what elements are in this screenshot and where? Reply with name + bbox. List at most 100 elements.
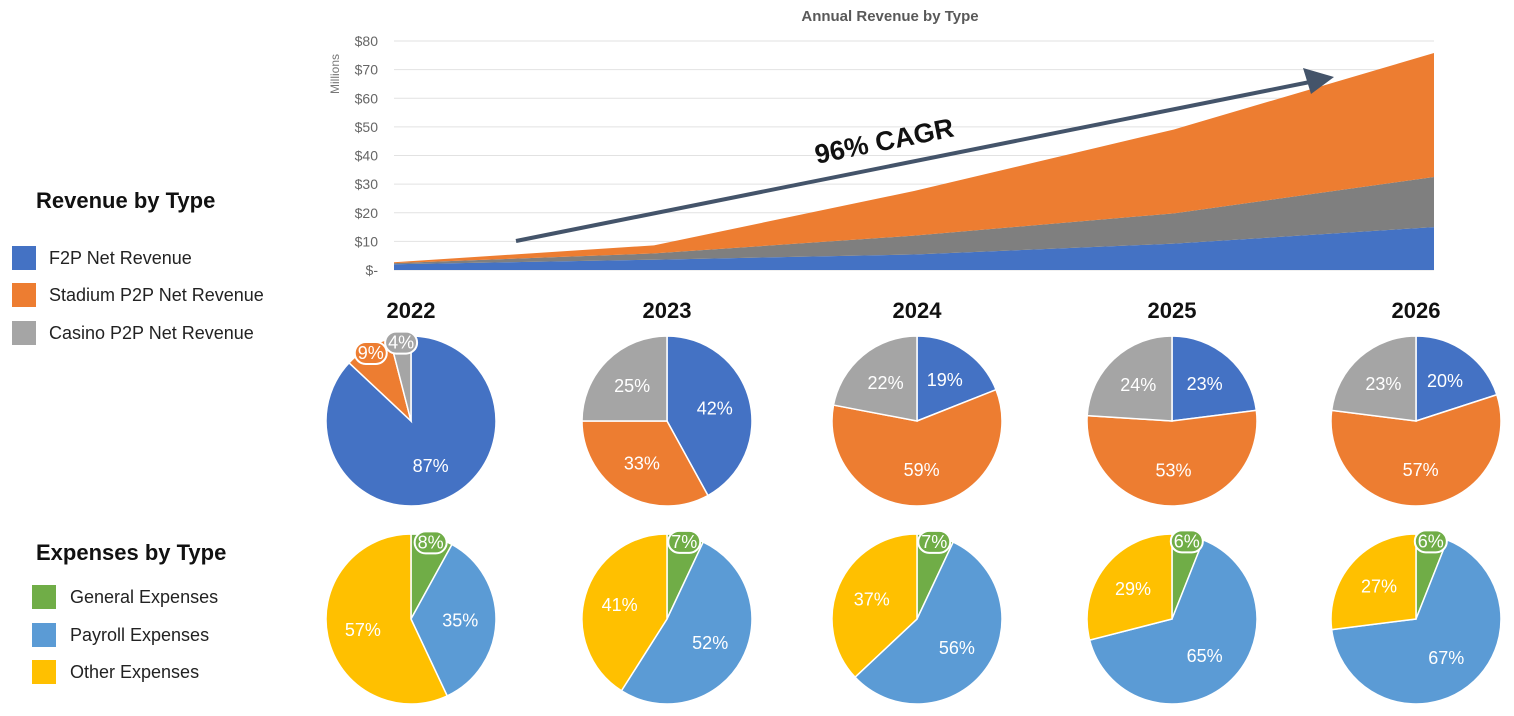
y-axis: $- $10 $20 $30 $40 $50 $60 $70 $80: [355, 33, 1434, 278]
pie-label-badge: [917, 529, 952, 554]
pie-slice: [666, 335, 753, 497]
expense-pie-2023: 7% 52% 41%: [581, 529, 753, 705]
pie-slice-label: 8%: [418, 532, 444, 552]
legend-label-general: General Expenses: [70, 586, 219, 607]
pie-slice: [853, 541, 1003, 705]
pie-slice-label: 23%: [1187, 374, 1223, 394]
area-chart-title: Annual Revenue by Type: [801, 8, 978, 25]
pie-slice-label: 20%: [1427, 371, 1463, 391]
pie-slice: [1415, 335, 1498, 423]
year-label: 2022: [387, 298, 436, 323]
pie-label-badge: [1413, 529, 1448, 554]
expense-pie-2025: 6% 65% 29%: [1086, 529, 1258, 705]
pie-slice-label: 37%: [854, 589, 890, 609]
y-tick-label: $40: [355, 148, 379, 164]
pie-slice-label: 6%: [1174, 531, 1200, 551]
pie-slice-label: 35%: [442, 611, 478, 631]
pie-slice: [581, 533, 668, 692]
cagr-annotation: 96% CAGR: [812, 113, 956, 170]
expense-pie-2026: 6% 67% 27%: [1330, 529, 1502, 705]
y-tick-label: $80: [355, 33, 379, 49]
pie-label-badge: [353, 340, 388, 365]
pie-slice-label: 53%: [1156, 460, 1192, 480]
pie-slice: [1088, 538, 1258, 705]
pie-slice-label: 24%: [1120, 375, 1156, 395]
year-label: 2023: [643, 298, 692, 323]
pie-slice-label: 57%: [345, 620, 381, 640]
revenue-pie-2026: 20% 57% 23%: [1330, 335, 1502, 507]
pie-slice-label: 23%: [1365, 374, 1401, 394]
pie-slice: [1086, 409, 1258, 507]
revenue-pie-2024: 19% 59% 22%: [831, 335, 1003, 507]
pie-slice: [831, 533, 918, 679]
legend-swatch-general: [32, 585, 56, 609]
legend-label-f2p: F2P Net Revenue: [49, 247, 192, 268]
year-label: 2024: [893, 298, 943, 323]
pie-slice-label: 29%: [1115, 579, 1151, 599]
pie-slice-label: 4%: [388, 333, 414, 353]
pie-label-badge: [413, 530, 448, 555]
legend-item-f2p: F2P Net Revenue: [12, 244, 192, 272]
pie-slice-label: 65%: [1187, 646, 1223, 666]
pie-slice-label: 7%: [921, 532, 947, 552]
pie-slice-label: 19%: [927, 370, 963, 390]
cagr-arrowhead: [1303, 68, 1334, 94]
pie-slice-label: 27%: [1361, 576, 1397, 596]
pie-slice-label: 57%: [1403, 460, 1439, 480]
pie-slice-label: 9%: [358, 343, 384, 363]
legend-item-casino: Casino P2P Net Revenue: [12, 319, 254, 347]
legend-swatch-payroll: [32, 623, 56, 647]
legend-label-casino: Casino P2P Net Revenue: [49, 322, 254, 343]
pie-label-badge: [1169, 529, 1204, 554]
y-tick-label: $20: [355, 205, 379, 221]
pie-slice: [410, 543, 497, 697]
pie-slice: [325, 533, 449, 705]
pie-slice: [1330, 393, 1502, 507]
legend-label-payroll: Payroll Expenses: [70, 624, 210, 645]
legend-item-payroll: Payroll Expenses: [12, 621, 209, 649]
legend-swatch-f2p: [12, 246, 36, 270]
pie-slice: [831, 388, 1003, 507]
pie-slice-label: 22%: [868, 373, 904, 393]
pie-slice: [581, 420, 709, 507]
revenue-pie-2025: 23% 53% 24%: [1086, 335, 1258, 507]
legend-swatch-stadium: [12, 283, 36, 307]
pie-slice: [1330, 335, 1417, 422]
cagr-arrow-line: [515, 80, 1311, 243]
pie-slice-label: 42%: [697, 399, 733, 419]
y-axis-label: Millions: [328, 54, 342, 94]
pie-slice-label: 6%: [1418, 531, 1444, 551]
revenue-pie-2022: 87% 9%4%: [325, 330, 497, 507]
y-tick-label: $10: [355, 233, 379, 249]
pie-slice: [620, 541, 753, 705]
area-series-0: [394, 227, 1434, 270]
pie-slice-label: 7%: [671, 532, 697, 552]
pie-slice: [1171, 335, 1258, 422]
y-tick-label: $-: [366, 262, 379, 278]
legend-item-stadium: Stadium P2P Net Revenue: [12, 281, 264, 309]
year-label: 2026: [1392, 298, 1441, 323]
legend-swatch-casino: [12, 321, 36, 345]
pie-label-badge: [384, 330, 419, 355]
year-label: 2025: [1148, 298, 1197, 323]
area-series-1: [394, 176, 1434, 265]
legend-label-stadium: Stadium P2P Net Revenue: [49, 284, 264, 305]
pie-slice: [916, 335, 998, 423]
pie-slice-label: 25%: [614, 376, 650, 396]
revenue-pie-2023: 42% 33% 25%: [581, 335, 753, 507]
y-tick-label: $60: [355, 90, 379, 106]
revenue-legend-title: Revenue by Type: [36, 188, 216, 213]
pie-slice: [832, 335, 918, 422]
pie-slice: [1330, 533, 1417, 631]
legend-item-other: Other Expenses: [12, 658, 199, 686]
expense-legend-title: Expenses by Type: [36, 540, 227, 565]
pie-slice-label: 41%: [602, 595, 638, 615]
y-tick-label: $70: [355, 62, 379, 78]
pie-slice: [1086, 335, 1173, 422]
pie-slice-label: 33%: [624, 453, 660, 473]
pie-slice: [1086, 533, 1173, 642]
pie-slice-label: 67%: [1428, 648, 1464, 668]
area-series-2: [394, 53, 1434, 264]
expense-pie-2022: 8% 35% 57%: [325, 530, 497, 705]
